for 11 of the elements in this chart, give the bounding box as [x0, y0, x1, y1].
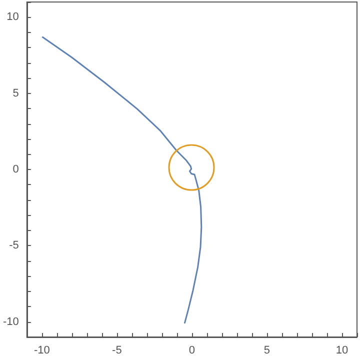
- x-tick-label: -10: [34, 344, 50, 356]
- x-tick-label: 10: [336, 344, 348, 356]
- y-tick-label: 5: [12, 87, 19, 100]
- y-tick-label: 10: [6, 11, 19, 24]
- x-tick-label: 0: [188, 344, 196, 356]
- y-tick-label: 0: [12, 164, 19, 176]
- y-tick-label: -10: [2, 316, 19, 328]
- line-series: [42, 36, 202, 324]
- x-tick-label: -5: [112, 344, 122, 356]
- y-tick-label: -5: [9, 240, 19, 252]
- x-tick-label: 5: [264, 344, 270, 356]
